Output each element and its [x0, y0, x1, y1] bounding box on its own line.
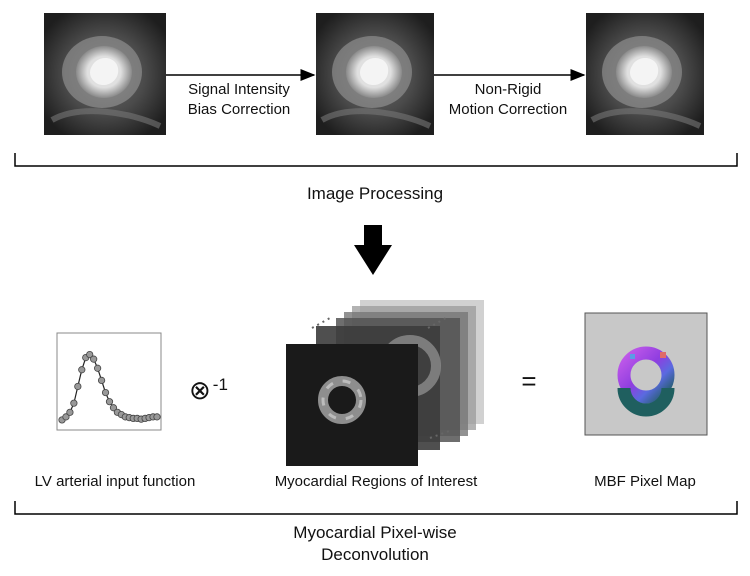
section-title-deconvolution-line1: Myocardial Pixel-wise — [293, 523, 457, 542]
operator-exponent: -1 — [212, 375, 228, 394]
mbf-pixel-map — [584, 312, 708, 436]
aif-point — [94, 364, 102, 372]
aif-point — [153, 413, 161, 421]
step1-label: Signal Intensity Bias Correction — [166, 80, 312, 120]
bracket-image-processing — [14, 153, 738, 167]
aif-point — [105, 398, 114, 406]
aif-point — [109, 404, 118, 412]
aif-plot — [56, 332, 162, 431]
aif-point — [97, 376, 106, 384]
aif-point — [66, 408, 74, 416]
equals-sign: = — [521, 366, 537, 396]
aif-label: LV arterial input function — [34, 473, 196, 490]
down-arrow-icon — [354, 225, 392, 275]
aif-point — [74, 382, 82, 391]
bracket-deconvolution — [14, 501, 738, 515]
mri-frame-bias-corrected — [316, 13, 434, 135]
step2-label-line1: Non-Rigid — [474, 81, 542, 98]
section-title-image-processing: Image Processing — [306, 184, 444, 203]
convolution-symbol: ⊗ — [189, 375, 211, 405]
step1-label-line2: Bias Correction — [187, 101, 291, 118]
roi-stack — [286, 300, 484, 466]
aif-point — [78, 366, 86, 374]
aif-point — [101, 388, 110, 397]
step1-label-line1: Signal Intensity — [188, 81, 290, 98]
step2-label-line2: Motion Correction — [448, 101, 568, 118]
section-title-deconvolution: Myocardial Pixel-wise Deconvolution — [200, 522, 550, 566]
roi-label: Myocardial Regions of Interest — [274, 473, 478, 490]
section-title-deconvolution-line2: Deconvolution — [321, 545, 429, 564]
mri-frame-original — [44, 13, 166, 135]
aif-plot-frame — [56, 332, 162, 431]
deconvolution-operator: ⊗ -1 — [189, 375, 249, 409]
aif-point — [62, 413, 70, 421]
aif-point — [86, 350, 94, 359]
mbf-label: MBF Pixel Map — [594, 473, 696, 490]
aif-point — [90, 355, 98, 363]
step2-label: Non-Rigid Motion Correction — [434, 80, 582, 120]
aif-curve-points — [58, 350, 161, 424]
aif-point — [70, 399, 78, 407]
mri-frame-motion-corrected — [586, 13, 704, 135]
